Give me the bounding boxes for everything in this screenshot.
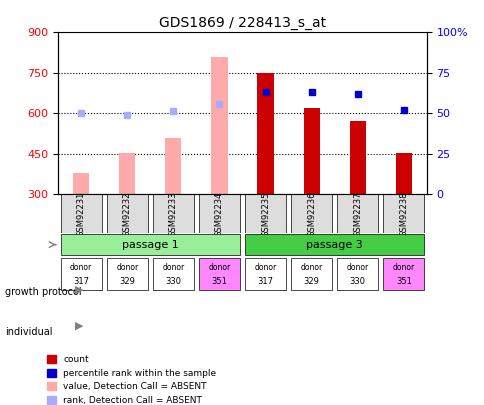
Text: donor: donor [116, 263, 138, 272]
Legend: count, percentile rank within the sample, value, Detection Call = ABSENT, rank, : count, percentile rank within the sample… [43, 351, 219, 405]
FancyBboxPatch shape [198, 258, 240, 290]
Bar [395, 153, 411, 194]
FancyBboxPatch shape [198, 194, 240, 233]
FancyBboxPatch shape [106, 258, 148, 290]
Text: ▶: ▶ [75, 285, 84, 294]
FancyBboxPatch shape [382, 258, 424, 290]
FancyBboxPatch shape [336, 194, 378, 233]
FancyBboxPatch shape [290, 194, 332, 233]
FancyBboxPatch shape [244, 194, 286, 233]
Text: 317: 317 [257, 277, 273, 286]
Text: passage 3: passage 3 [305, 240, 363, 249]
Text: GSM92234: GSM92234 [214, 191, 224, 237]
FancyBboxPatch shape [152, 258, 194, 290]
Bar [349, 122, 365, 194]
FancyBboxPatch shape [152, 194, 194, 233]
Bar [73, 173, 89, 194]
FancyBboxPatch shape [60, 234, 240, 255]
Text: donor: donor [208, 263, 230, 272]
Text: donor: donor [346, 263, 368, 272]
Bar [119, 153, 135, 194]
Text: GSM92235: GSM92235 [260, 191, 270, 237]
Text: donor: donor [254, 263, 276, 272]
Text: 330: 330 [349, 277, 365, 286]
Text: growth protocol: growth protocol [5, 287, 81, 296]
Text: individual: individual [5, 327, 52, 337]
Text: donor: donor [70, 263, 92, 272]
Bar [257, 73, 273, 194]
Text: donor: donor [162, 263, 184, 272]
Title: GDS1869 / 228413_s_at: GDS1869 / 228413_s_at [159, 16, 325, 30]
FancyBboxPatch shape [290, 258, 332, 290]
Text: 317: 317 [73, 277, 89, 286]
Text: GSM92236: GSM92236 [306, 191, 316, 237]
Text: GSM92232: GSM92232 [122, 191, 132, 237]
Text: 329: 329 [119, 277, 135, 286]
Text: GSM92233: GSM92233 [168, 191, 178, 237]
Text: passage 1: passage 1 [121, 240, 179, 249]
Text: GSM92237: GSM92237 [352, 191, 362, 237]
Text: 351: 351 [211, 277, 227, 286]
Text: donor: donor [392, 263, 414, 272]
Text: GSM92231: GSM92231 [76, 191, 86, 237]
Text: donor: donor [300, 263, 322, 272]
FancyBboxPatch shape [60, 194, 102, 233]
Bar [303, 108, 319, 194]
Bar [165, 138, 181, 194]
Text: 351: 351 [395, 277, 411, 286]
FancyBboxPatch shape [336, 258, 378, 290]
FancyBboxPatch shape [382, 194, 424, 233]
FancyBboxPatch shape [106, 194, 148, 233]
FancyBboxPatch shape [60, 258, 102, 290]
Text: 329: 329 [303, 277, 319, 286]
Text: ▶: ▶ [75, 321, 84, 331]
Text: GSM92238: GSM92238 [398, 191, 408, 237]
Text: 330: 330 [165, 277, 181, 286]
FancyBboxPatch shape [244, 234, 424, 255]
Bar [211, 57, 227, 194]
FancyBboxPatch shape [244, 258, 286, 290]
